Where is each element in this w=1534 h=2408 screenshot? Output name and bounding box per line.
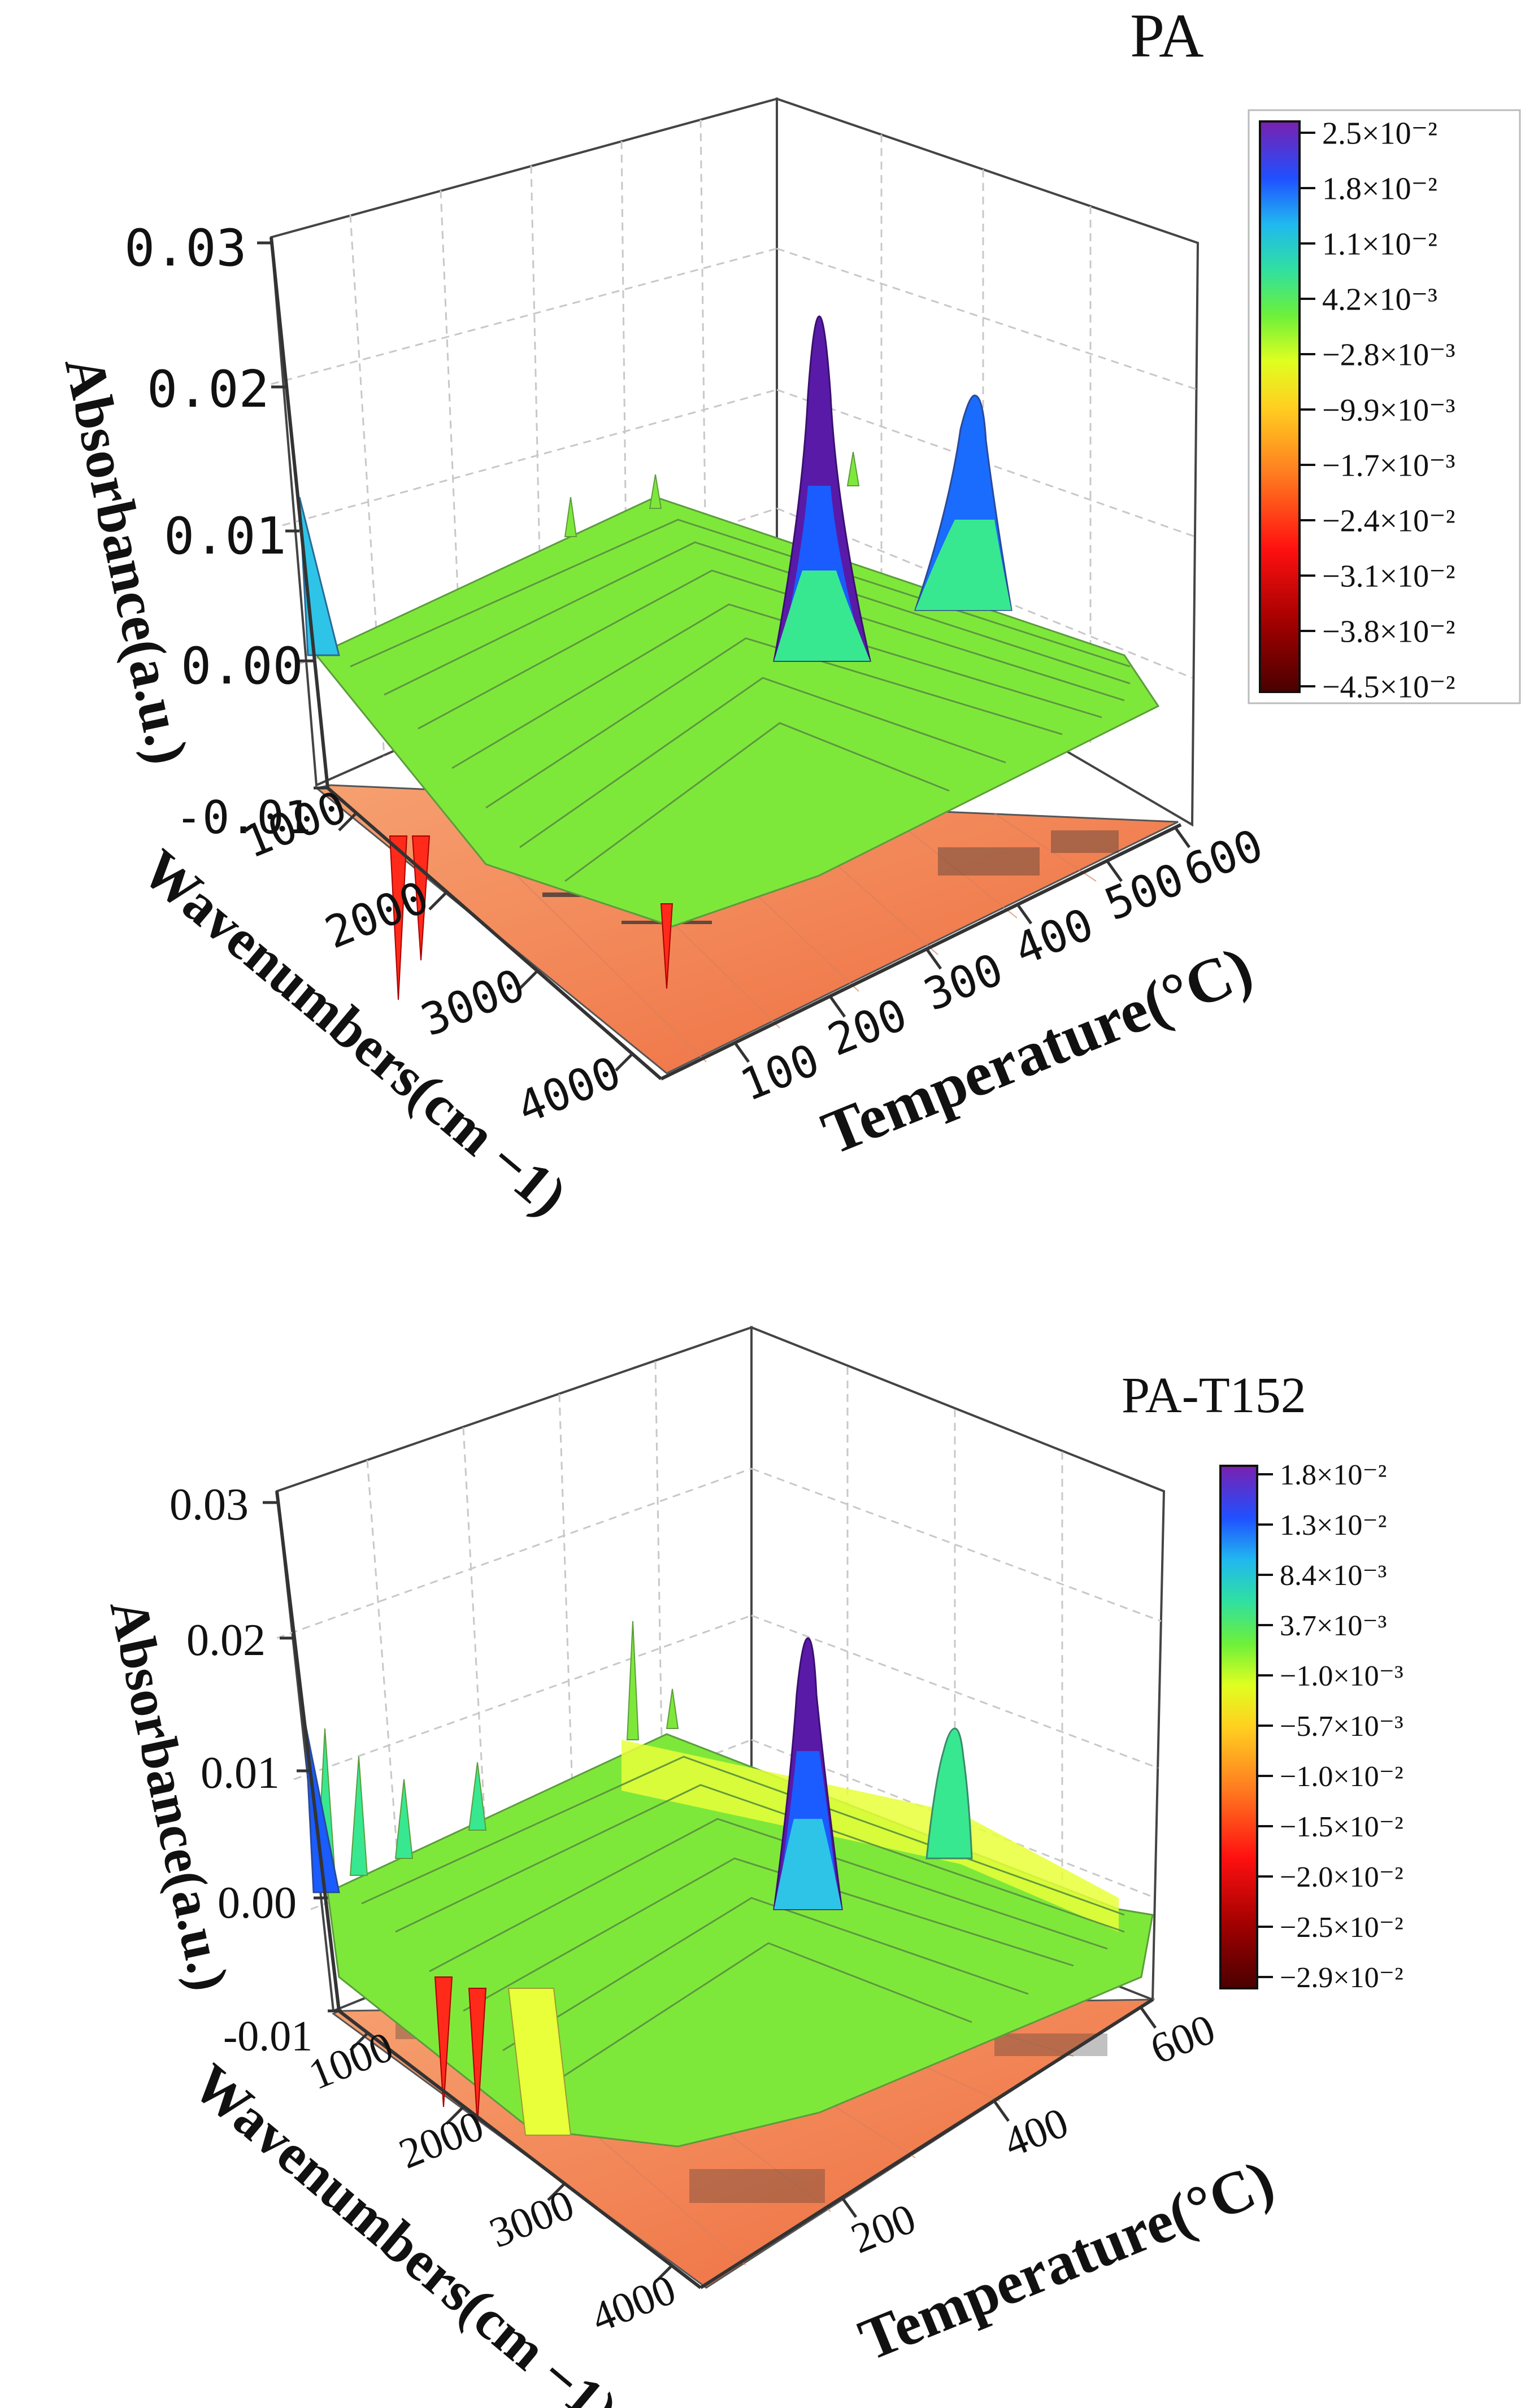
y-tick-label: 3000: [483, 2181, 580, 2257]
colorbar-label: 1.8×10⁻²: [1280, 1459, 1387, 1491]
y-axis-ticks: [338, 812, 634, 1072]
yellow-trough: [507, 1988, 572, 2136]
x-tick-label: 600: [1144, 2005, 1222, 2074]
x-axis-label: Temperature(°C): [850, 2147, 1283, 2373]
colorbar-label: −2.4×10⁻²: [1322, 504, 1455, 539]
y-tick-label: 1000: [302, 2023, 399, 2099]
peak-2-base: [915, 520, 1011, 610]
z-tick-label: 0.01: [164, 507, 286, 566]
x-tick-label: 500: [1098, 854, 1190, 930]
z-tick-label: 0.03: [124, 219, 247, 278]
x-tick-label: 200: [821, 989, 914, 1066]
colorbar: [1259, 120, 1301, 693]
front-edge-spikes: [626, 1621, 679, 1740]
x-axis-ticks: [840, 2007, 1157, 2218]
colorbar-label: −2.0×10⁻²: [1280, 1861, 1403, 1893]
colorbar-label: 3.7×10⁻³: [1280, 1610, 1387, 1642]
y-tick-label: 4000: [510, 1047, 628, 1134]
colorbar-label: 1.1×10⁻²: [1322, 227, 1437, 262]
z-tick-label: 0.00: [181, 637, 303, 696]
colorbar-label: −2.8×10⁻³: [1322, 338, 1455, 373]
colorbar-label: −3.1×10⁻²: [1322, 559, 1455, 594]
z-axis-ticks: [257, 241, 328, 790]
colorbar-label: −1.7×10⁻³: [1322, 448, 1455, 484]
peak-1-base: [774, 1819, 842, 1909]
colorbar-label: −2.9×10⁻²: [1280, 1962, 1403, 1994]
y-axis-ticks: [349, 2032, 673, 2283]
x-axis-ticks: [733, 826, 1191, 1063]
x-axis-line: [699, 1998, 1154, 2289]
peak-2: [925, 1727, 973, 1860]
y-tick-label: 3000: [414, 960, 532, 1047]
z-tick-label: 0.02: [147, 360, 270, 419]
colorbar-label: −1.0×10⁻³: [1280, 1660, 1403, 1692]
colorbar-label: 4.2×10⁻³: [1322, 282, 1437, 317]
peak-1-base: [774, 571, 870, 661]
colorbar-label: 1.3×10⁻²: [1280, 1509, 1387, 1542]
x-tick-label: 600: [1177, 820, 1270, 896]
negative-spikes: [434, 1976, 487, 2124]
chart-title: PA-T152: [1122, 1368, 1306, 1423]
y-tick-label: 2000: [393, 2102, 490, 2178]
z-axis-ticks: [263, 1501, 342, 2013]
colorbar: [1219, 1465, 1258, 1989]
chart-panel-pa: PA: [53, 1, 1521, 1227]
y-axis-line: [338, 2009, 702, 2289]
z-tick-label: 0.01: [201, 1748, 280, 1798]
colorbar-label: −3.8×10⁻²: [1322, 615, 1455, 650]
colorbar-label: −4.5×10⁻²: [1322, 670, 1455, 705]
z-tick-label: 0.03: [170, 1480, 249, 1530]
x-tick-label: 400: [997, 2098, 1075, 2167]
colorbar-label: −1.0×10⁻²: [1280, 1761, 1403, 1793]
z-tick-label: -0.01: [175, 791, 311, 844]
z-axis-line: [270, 237, 329, 789]
x-tick-label: 200: [845, 2194, 922, 2263]
surface-ridges: [361, 1756, 1125, 2091]
x-axis-line: [660, 823, 1182, 1081]
colorbar-frame: [1248, 109, 1521, 704]
z-tick-label: 0.02: [186, 1616, 266, 1665]
z-axis-line: [275, 1491, 341, 2011]
chart-panel-pa-t152: PA-T152: [98, 1326, 1403, 2408]
colorbar-label: 1.8×10⁻²: [1322, 172, 1437, 207]
surface-ridges: [350, 519, 1131, 882]
colorbar-label: −5.7×10⁻³: [1280, 1710, 1403, 1743]
z-tick-label: -0.01: [223, 2013, 312, 2060]
colorbar-label: 2.5×10⁻²: [1322, 116, 1437, 151]
colorbar-label: 8.4×10⁻³: [1280, 1560, 1387, 1592]
x-tick-label: 100: [733, 1034, 826, 1111]
colorbar-label: −9.9×10⁻³: [1322, 393, 1455, 428]
colorbar-labels: 2.5×10⁻² 1.8×10⁻² 1.1×10⁻² 4.2×10⁻³ −2.8×10⁻…: [1300, 116, 1455, 705]
y-tick-label: 4000: [585, 2266, 682, 2342]
yellow-band: [622, 1740, 1119, 1932]
colorbar-label: −1.5×10⁻²: [1280, 1811, 1403, 1843]
y-tick-label: 2000: [318, 872, 436, 959]
colorbar-label: −2.5×10⁻²: [1280, 1911, 1403, 1944]
chart-title: PA: [1130, 1, 1204, 70]
negative-spikes: [389, 835, 673, 1000]
z-tick-label: 0.00: [218, 1878, 297, 1928]
y-axis-line: [327, 786, 662, 1081]
colorbar-labels: 1.8×10⁻² 1.3×10⁻² 8.4×10⁻³ 3.7×10⁻³ −1.0×10⁻…: [1257, 1459, 1403, 1994]
